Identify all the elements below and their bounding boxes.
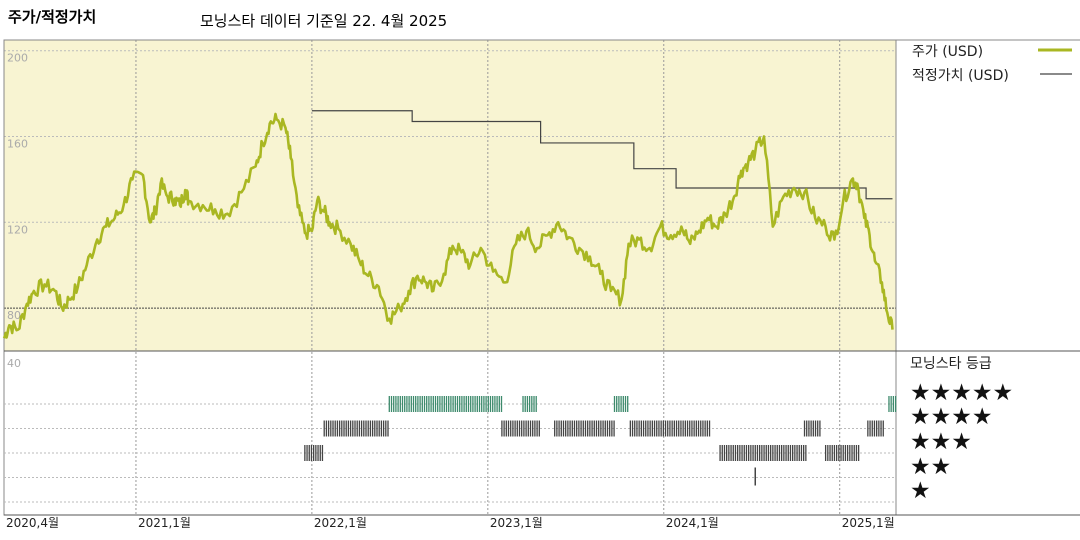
x-tick-label: 2020,4월 [6,516,59,530]
rating-bar-5-star [522,396,537,412]
y-tick-label: 160 [7,138,28,151]
rating-bar-5-star [388,396,503,412]
rating-axis-tick: 40 [7,357,21,370]
y-tick-label: 80 [7,309,21,322]
price-panel-background [4,40,896,351]
x-tick-label: 2022,1월 [314,516,367,530]
price-line [2,112,894,339]
legend-star-2: ★★ [910,454,951,480]
fair-value-line [311,110,893,200]
rating-bar-4-star [629,420,711,437]
rating-bar-3-star [304,445,324,461]
rating-bar-4-star [501,420,540,437]
rating-bar-5-star [888,396,897,412]
rating-history-bars [304,396,897,486]
x-tick-label: 2025,1월 [842,516,895,530]
legend-star-3: ★★★ [910,429,972,455]
chart-subtitle: 모닝스타 데이터 기준일 22. 4월 2025 [200,12,447,30]
x-tick-label: 2023,1월 [490,516,543,530]
x-tick-label: 2021,1월 [138,516,191,530]
rating-bar-5-star [613,396,629,412]
rating-bar-3-star [824,445,860,461]
chart-title: 주가/적정가치 [8,8,96,26]
price-grid [3,39,1080,516]
x-axis-ticks: 2020,4월 2021,1월 2022,1월 2023,1월 2024,1월 2025,… [6,516,895,530]
x-tick-label: 2024,1월 [666,516,719,530]
rating-bar-4-star [323,420,389,437]
rating-grid [4,403,896,503]
legend-price-label: 주가 (USD) [912,44,983,60]
y-tick-label: 200 [7,52,28,65]
y-axis-ticks: 200 160 120 80 [7,52,28,322]
y-tick-label: 120 [7,223,28,236]
rating-bar-4-star [867,420,884,437]
legend-fair-value-label: 적정가치 (USD) [912,68,1009,84]
legend-star-5: ★★★★★ [910,380,1013,406]
legend-star-1: ★ [910,478,931,504]
legend-star-4: ★★★★ [910,404,992,430]
rating-bar-3-star [719,445,807,461]
rating-bar-4-star [803,420,821,437]
rating-bar-4-star [554,420,615,437]
legend-rating-title: 모닝스타 등급 [910,356,992,372]
